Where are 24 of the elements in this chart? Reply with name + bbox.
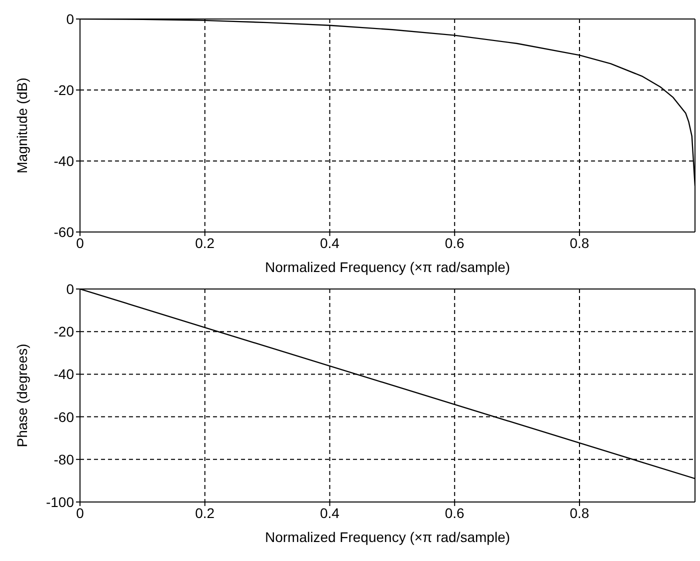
x-tick-label: 0.2: [195, 234, 215, 251]
y-tick-label: 0: [66, 280, 74, 297]
x-axis-title: Normalized Frequency (×π rad/sample): [264, 259, 510, 275]
y-tick-label: 0: [66, 10, 74, 27]
x-tick-label: 0: [76, 504, 84, 521]
x-tick-label: 0.6: [444, 504, 465, 521]
y-tick-label: -60: [54, 224, 74, 240]
x-tick-label: 0.4: [320, 234, 340, 251]
y-axis-title: Phase (degrees): [14, 344, 30, 448]
y-axis-title: Magnitude (dB): [14, 78, 30, 174]
y-tick-label: -60: [54, 408, 74, 425]
x-tick-label: 0.6: [444, 234, 465, 251]
x-axis-title: Normalized Frequency (×π rad/sample): [264, 529, 510, 545]
y-tick-label: -80: [54, 451, 74, 468]
y-tick-label: -20: [54, 82, 74, 98]
y-tick-label: -40: [54, 152, 74, 169]
x-tick-label: 0.8: [570, 234, 590, 251]
x-tick-label: 0: [76, 234, 84, 251]
x-tick-label: 0.2: [195, 504, 215, 521]
y-tick-label: -20: [54, 324, 74, 340]
y-tick-label: -100: [46, 494, 74, 510]
y-tick-label: -40: [54, 366, 74, 382]
x-tick-label: 0.4: [320, 504, 340, 521]
x-tick-label: 0.8: [570, 504, 590, 521]
